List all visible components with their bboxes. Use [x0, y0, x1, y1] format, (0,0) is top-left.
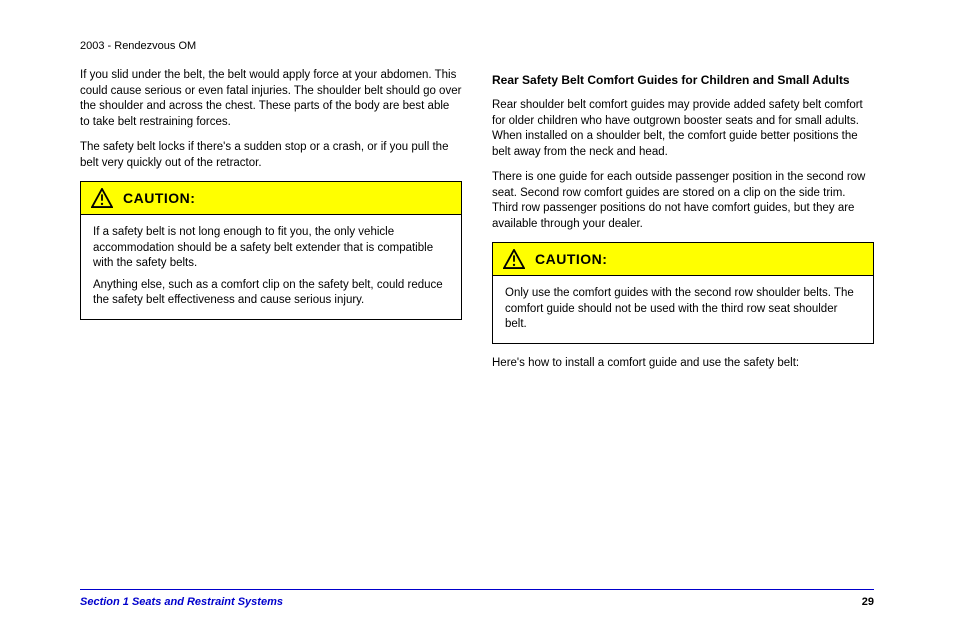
caution-left-text-2: Anything else, such as a comfort clip on… — [93, 278, 449, 309]
caution-body-left: If a safety belt is not long enough to f… — [81, 215, 461, 319]
caution-label-left: CAUTION: — [123, 189, 195, 208]
two-column-layout: If you slid under the belt, the belt wou… — [80, 68, 874, 381]
caution-body-right: Only use the comfort guides with the sec… — [493, 276, 873, 343]
right-paragraph-2: Here's how to install a comfort guide an… — [492, 356, 874, 372]
warning-triangle-icon — [91, 188, 113, 208]
caution-right-text-1: Only use the comfort guides with the sec… — [505, 286, 861, 333]
caution-label-right: CAUTION: — [535, 250, 607, 269]
left-paragraph-1: If you slid under the belt, the belt wou… — [80, 68, 462, 130]
footer-page-number: 29 — [862, 596, 874, 608]
caution-left-text-1: If a safety belt is not long enough to f… — [93, 225, 449, 272]
caution-box-right: CAUTION: Only use the comfort guides wit… — [492, 242, 874, 344]
caution-header-left: CAUTION: — [81, 182, 461, 215]
right-paragraph-1: There is one guide for each outside pass… — [492, 170, 874, 232]
page-footer: Section 1 Seats and Restraint Systems 29 — [80, 589, 874, 608]
left-column: If you slid under the belt, the belt wou… — [80, 68, 462, 381]
right-column: Rear Safety Belt Comfort Guides for Chil… — [492, 68, 874, 381]
footer-divider — [80, 589, 874, 590]
caution-header-right: CAUTION: — [493, 243, 873, 276]
subhead-comfort-guides: Rear Safety Belt Comfort Guides for Chil… — [492, 72, 874, 88]
left-paragraph-2: The safety belt locks if there's a sudde… — [80, 140, 462, 171]
caution-box-left: CAUTION: If a safety belt is not long en… — [80, 181, 462, 320]
warning-triangle-icon — [503, 249, 525, 269]
footer-section-title: Section 1 Seats and Restraint Systems — [80, 596, 283, 608]
page-header: 2003 - Rendezvous OM — [80, 40, 874, 52]
right-intro-paragraph: Rear shoulder belt comfort guides may pr… — [492, 98, 874, 160]
